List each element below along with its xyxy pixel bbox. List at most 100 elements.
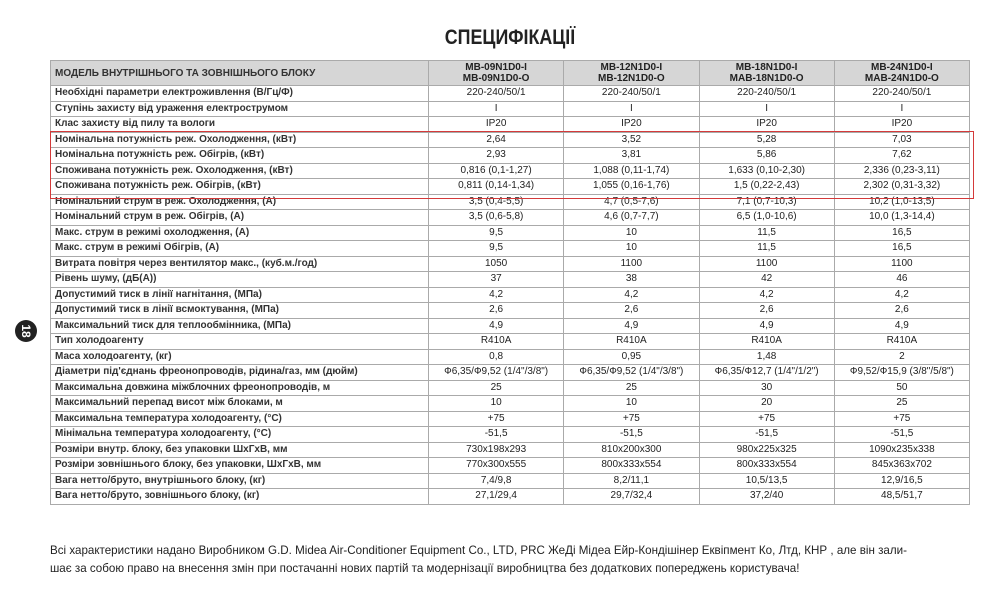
- value-cell: 10: [427, 395, 565, 412]
- value-cell: 20: [698, 395, 835, 412]
- value-cell: 9,5: [427, 240, 565, 257]
- value-cell: 38: [563, 271, 700, 288]
- value-cell: 220-240/50/1: [427, 85, 565, 102]
- row-label: Макс. струм в режимі охолодження, (А): [50, 224, 429, 241]
- page-number: 18: [15, 320, 37, 342]
- value-cell: 27,1/29,4: [427, 488, 565, 505]
- value-cell: Ф9,52/Ф15,9 (3/8"/5/8"): [833, 364, 971, 381]
- value-cell: 46: [833, 271, 971, 288]
- value-cell: 770x300x555: [427, 457, 565, 474]
- value-cell: IP20: [833, 116, 971, 133]
- table-row: Максимальний тиск для теплообмінника, (М…: [50, 317, 971, 334]
- value-cell: 845x363x702: [833, 457, 971, 474]
- value-cell: 1,48: [698, 348, 835, 365]
- value-cell: Ф6,35/Ф12,7 (1/4"/1/2"): [698, 364, 835, 381]
- table-row: Рівень шуму, (дБ(А)) 37 38 42 46: [50, 271, 971, 288]
- table-row: Максимальна температура холодоагенту, (°…: [50, 410, 971, 427]
- value-cell: 10: [563, 395, 700, 412]
- value-cell: 10,0 (1,3-14,4): [833, 209, 971, 226]
- header-cell: MB-18N1D0-I MAB-18N1D0-O: [698, 60, 835, 86]
- footer-line: Всі характеристики надано Виробником G.D…: [50, 544, 907, 557]
- value-cell: +75: [563, 410, 700, 427]
- row-label: Клас захисту від пилу та вологи: [50, 116, 429, 133]
- row-label: Максимальний тиск для теплообмінника, (М…: [50, 317, 429, 334]
- value-cell: 10: [563, 240, 700, 257]
- value-cell: I: [833, 100, 971, 117]
- value-cell: 1050: [427, 255, 565, 272]
- row-label: Вага нетто/бруто, зовнішнього блоку, (кг…: [50, 488, 429, 505]
- value-cell: 16,5: [833, 224, 971, 241]
- value-cell: 6,5 (1,0-10,6): [698, 209, 835, 226]
- value-cell: 16,5: [833, 240, 971, 257]
- value-cell: 11,5: [698, 240, 835, 257]
- table-row: Макс. струм в режимі Обігрів, (А) 9,5 10 11…: [50, 240, 971, 257]
- value-cell: Ф6,35/Ф9,52 (1/4"/3/8"): [427, 364, 565, 381]
- row-label: Рівень шуму, (дБ(А)): [50, 271, 429, 288]
- value-cell: 1100: [563, 255, 700, 272]
- value-cell: 37,2/40: [698, 488, 835, 505]
- table-row: Розміри зовнішнього блоку, без упаковки,…: [50, 457, 971, 474]
- value-cell: IP20: [563, 116, 700, 133]
- value-cell: 10,5/13,5: [698, 472, 835, 489]
- table-row: Розміри внутр. блоку, без упаковки ШхГхВ…: [50, 441, 971, 458]
- value-cell: -51,5: [427, 426, 565, 443]
- value-cell: Ф6,35/Ф9,52 (1/4"/3/8"): [563, 364, 700, 381]
- model-name: MB-24N1D0-I: [871, 62, 933, 73]
- row-label: Витрата повітря через вентилятор макс., …: [50, 255, 429, 272]
- row-label: Необхідні параметри електроживлення (В/Г…: [50, 85, 429, 102]
- table-row: Тип холодоагенту R410A R410A R410A R410A: [50, 333, 971, 350]
- value-cell: 50: [833, 379, 971, 396]
- value-cell: 48,5/51,7: [833, 488, 971, 505]
- value-cell: 3,5 (0,6-5,8): [427, 209, 565, 226]
- value-cell: I: [698, 100, 835, 117]
- model-name: MB-12N1D0-I: [600, 62, 663, 73]
- value-cell: 4,2: [698, 286, 835, 303]
- value-cell: -51,5: [563, 426, 700, 443]
- model-name: MAB-18N1D0-O: [729, 73, 804, 84]
- value-cell: 12,9/16,5: [833, 472, 971, 489]
- value-cell: 220-240/50/1: [563, 85, 700, 102]
- row-label: Максимальна довжина міжблочних фреонопро…: [50, 379, 429, 396]
- header-label: МОДЕЛЬ ВНУТРІШНЬОГО ТА ЗОВНІШНЬОГО БЛОКУ: [50, 60, 429, 86]
- value-cell: 25: [427, 379, 565, 396]
- row-label: Допустимий тиск в лінії всмоктування, (М…: [50, 302, 429, 319]
- table-row: Допустимий тиск в лінії нагнітання, (МПа…: [50, 286, 971, 303]
- table-row: Максимальна довжина міжблочних фреонопро…: [50, 379, 971, 396]
- value-cell: R410A: [833, 333, 971, 350]
- row-label: Розміри зовнішнього блоку, без упаковки,…: [50, 457, 429, 474]
- header-row: МОДЕЛЬ ВНУТРІШНЬОГО ТА ЗОВНІШНЬОГО БЛОКУ…: [50, 60, 971, 86]
- value-cell: 730x198x293: [427, 441, 565, 458]
- value-cell: 800x333x554: [698, 457, 835, 474]
- table-row: Клас захисту від пилу та вологи IP20 IP20 I…: [50, 116, 971, 133]
- table-row: Номінальний струм в реж. Охолодження, (А…: [50, 193, 971, 210]
- highlight-box: [50, 131, 974, 199]
- value-cell: IP20: [698, 116, 835, 133]
- row-label: Максимальний перепад висот між блоками, …: [50, 395, 429, 412]
- table-row: Вага нетто/бруто, зовнішнього блоку, (кг…: [50, 488, 971, 505]
- value-cell: 4,2: [563, 286, 700, 303]
- value-cell: 2,6: [427, 302, 565, 319]
- value-cell: 42: [698, 271, 835, 288]
- value-cell: 4,2: [427, 286, 565, 303]
- row-label: Допустимий тиск в лінії нагнітання, (МПа…: [50, 286, 429, 303]
- value-cell: 220-240/50/1: [833, 85, 971, 102]
- spec-table: МОДЕЛЬ ВНУТРІШНЬОГО ТА ЗОВНІШНЬОГО БЛОКУ…: [50, 60, 971, 505]
- value-cell: R410A: [427, 333, 565, 350]
- value-cell: 4,9: [833, 317, 971, 334]
- value-cell: 11,5: [698, 224, 835, 241]
- value-cell: R410A: [563, 333, 700, 350]
- row-label: Діаметри під'єднань фреонопроводів, ріди…: [50, 364, 429, 381]
- table-row: Маса холодоагенту, (кг) 0,8 0,95 1,48 2: [50, 348, 971, 365]
- value-cell: 4,9: [427, 317, 565, 334]
- table-row: Витрата повітря через вентилятор макс., …: [50, 255, 971, 272]
- value-cell: 30: [698, 379, 835, 396]
- table-row: Номінальний струм в реж. Обігрів, (А) 3,5…: [50, 209, 971, 226]
- value-cell: 980x225x325: [698, 441, 835, 458]
- value-cell: +75: [698, 410, 835, 427]
- value-cell: +75: [427, 410, 565, 427]
- row-label: Ступінь захисту від ураження електростру…: [50, 100, 429, 117]
- value-cell: 220-240/50/1: [698, 85, 835, 102]
- value-cell: 2,6: [833, 302, 971, 319]
- header-cell: MB-24N1D0-I MAB-24N1D0-O: [833, 60, 971, 86]
